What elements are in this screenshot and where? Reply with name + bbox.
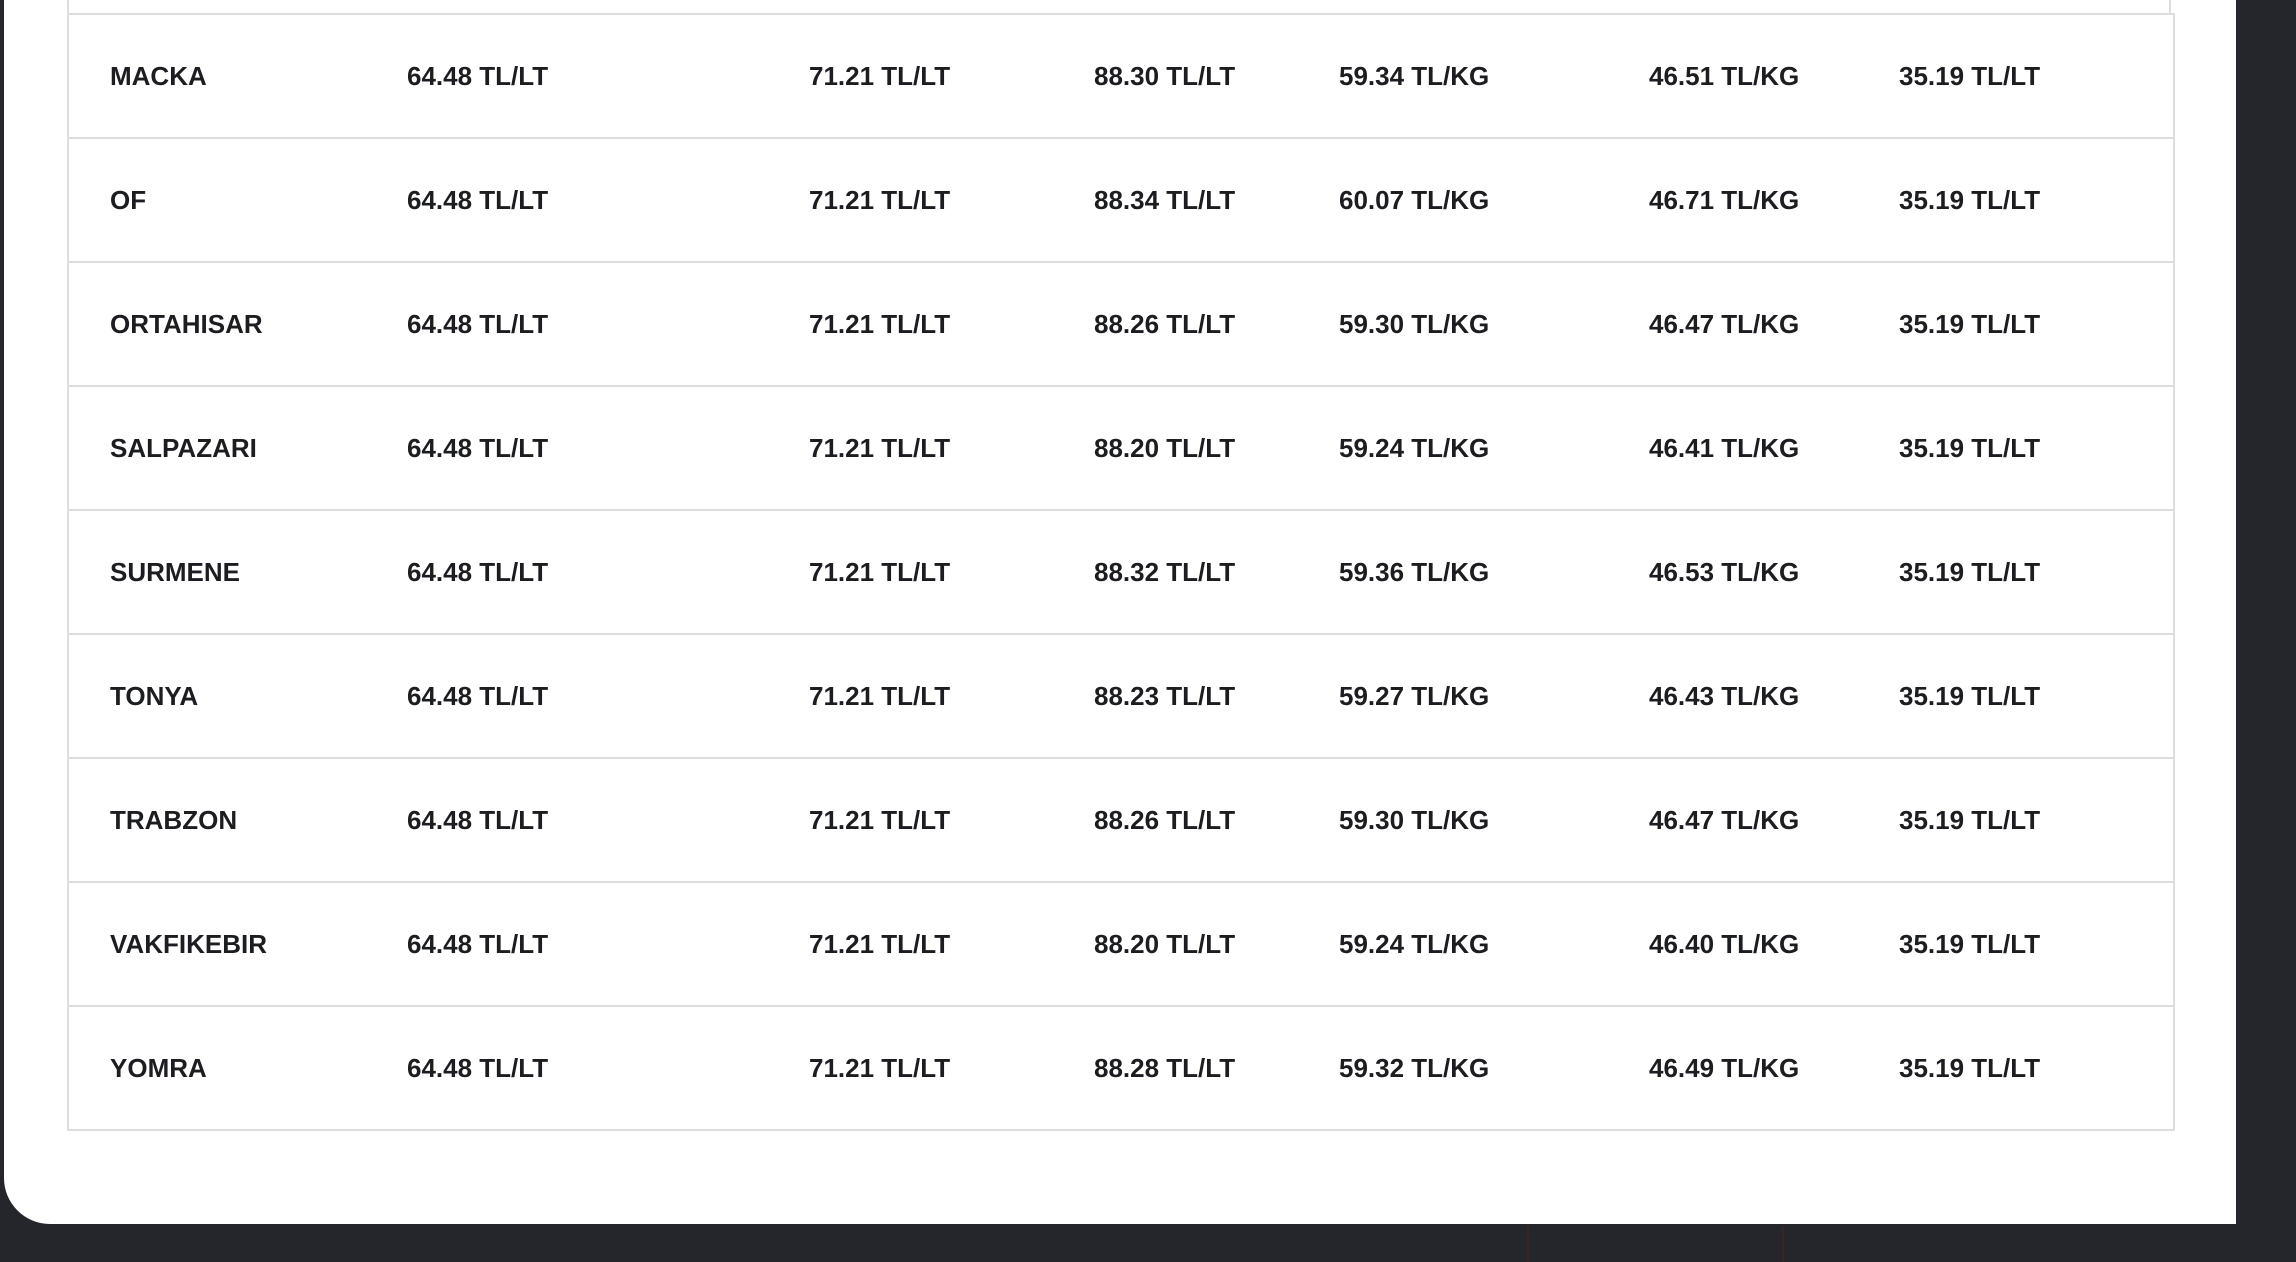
price-cell: 88.30 TL/LT [1094, 61, 1236, 91]
price-cell: 71.21 TL/LT [809, 1053, 951, 1083]
price-cell: 35.19 TL/LT [1899, 433, 2041, 463]
price-cell: 46.47 TL/KG [1649, 309, 1800, 339]
district-name-cell: YOMRA [110, 1053, 207, 1083]
price-cell: 88.28 TL/LT [1094, 1053, 1236, 1083]
price-cell: 35.19 TL/LT [1899, 557, 2041, 587]
price-cell: 71.21 TL/LT [809, 433, 951, 463]
price-cell: 59.30 TL/KG [1339, 309, 1490, 339]
background-divider [1782, 1226, 1784, 1262]
table-row: SALPAZARI 64.48 TL/LT 71.21 TL/LT 88.20 TL/… [69, 385, 2173, 509]
price-cell: 59.24 TL/KG [1339, 929, 1490, 959]
price-cell: 59.24 TL/KG [1339, 433, 1490, 463]
table-row: OF 64.48 TL/LT 71.21 TL/LT 88.34 TL/LT 60.07… [69, 137, 2173, 261]
price-cell: 71.21 TL/LT [809, 805, 951, 835]
price-cell: 88.26 TL/LT [1094, 805, 1236, 835]
price-cell: 60.07 TL/KG [1339, 185, 1490, 215]
content-card: MACKA 64.48 TL/LT 71.21 TL/LT 88.30 TL/LT 59… [4, 0, 2236, 1224]
price-cell: 71.21 TL/LT [809, 61, 951, 91]
price-cell: 46.53 TL/KG [1649, 557, 1800, 587]
price-cell: 46.71 TL/KG [1649, 185, 1800, 215]
district-name-cell: TRABZON [110, 805, 238, 835]
price-cell: 46.43 TL/KG [1649, 681, 1800, 711]
table-row: ORTAHISAR 64.48 TL/LT 71.21 TL/LT 88.26 TL/… [69, 261, 2173, 385]
table-top-edge [67, 0, 2171, 13]
table-row: TRABZON 64.48 TL/LT 71.21 TL/LT 88.26 TL/LT… [69, 757, 2173, 881]
price-cell: 35.19 TL/LT [1899, 309, 2041, 339]
price-cell: 35.19 TL/LT [1899, 929, 2041, 959]
price-cell: 46.41 TL/KG [1649, 433, 1800, 463]
price-cell: 71.21 TL/LT [809, 185, 951, 215]
price-cell: 71.21 TL/LT [809, 557, 951, 587]
district-name-cell: SURMENE [110, 557, 241, 587]
district-name-cell: TONYA [110, 681, 199, 711]
district-name-cell: MACKA [110, 61, 207, 91]
price-cell: 35.19 TL/LT [1899, 61, 2041, 91]
price-cell: 64.48 TL/LT [407, 61, 549, 91]
price-cell: 59.30 TL/KG [1339, 805, 1490, 835]
price-cell: 88.20 TL/LT [1094, 929, 1236, 959]
price-cell: 64.48 TL/LT [407, 433, 549, 463]
district-name-cell: OF [110, 185, 147, 215]
price-cell: 88.32 TL/LT [1094, 557, 1236, 587]
price-cell: 71.21 TL/LT [809, 681, 951, 711]
price-cell: 64.48 TL/LT [407, 681, 549, 711]
price-cell: 35.19 TL/LT [1899, 681, 2041, 711]
price-cell: 71.21 TL/LT [809, 309, 951, 339]
price-cell: 59.34 TL/KG [1339, 61, 1490, 91]
price-cell: 88.34 TL/LT [1094, 185, 1236, 215]
fuel-price-table: MACKA 64.48 TL/LT 71.21 TL/LT 88.30 TL/LT 59… [67, 13, 2175, 1131]
background-divider [1527, 1226, 1529, 1262]
price-cell: 46.49 TL/KG [1649, 1053, 1800, 1083]
price-cell: 64.48 TL/LT [407, 805, 549, 835]
table-row: MACKA 64.48 TL/LT 71.21 TL/LT 88.30 TL/LT 59… [69, 13, 2173, 137]
price-cell: 64.48 TL/LT [407, 309, 549, 339]
district-name-cell: VAKFIKEBIR [110, 929, 267, 959]
district-name-cell: SALPAZARI [110, 433, 257, 463]
table-row: VAKFIKEBIR 64.48 TL/LT 71.21 TL/LT 88.20 TL… [69, 881, 2173, 1005]
price-cell: 64.48 TL/LT [407, 557, 549, 587]
price-cell: 64.48 TL/LT [407, 1053, 549, 1083]
price-cell: 46.51 TL/KG [1649, 61, 1800, 91]
price-cell: 88.23 TL/LT [1094, 681, 1236, 711]
price-cell: 71.21 TL/LT [809, 929, 951, 959]
price-cell: 88.20 TL/LT [1094, 433, 1236, 463]
price-cell: 35.19 TL/LT [1899, 1053, 2041, 1083]
price-cell: 59.36 TL/KG [1339, 557, 1490, 587]
price-cell: 35.19 TL/LT [1899, 185, 2041, 215]
price-cell: 46.47 TL/KG [1649, 805, 1800, 835]
price-cell: 64.48 TL/LT [407, 929, 549, 959]
price-cell: 59.27 TL/KG [1339, 681, 1490, 711]
table-row: TONYA 64.48 TL/LT 71.21 TL/LT 88.23 TL/LT 59… [69, 633, 2173, 757]
price-cell: 46.40 TL/KG [1649, 929, 1800, 959]
table-row: SURMENE 64.48 TL/LT 71.21 TL/LT 88.32 TL/LT… [69, 509, 2173, 633]
price-cell: 59.32 TL/KG [1339, 1053, 1490, 1083]
price-cell: 64.48 TL/LT [407, 185, 549, 215]
price-cell: 88.26 TL/LT [1094, 309, 1236, 339]
district-name-cell: ORTAHISAR [110, 309, 263, 339]
table-row: YOMRA 64.48 TL/LT 71.21 TL/LT 88.28 TL/LT 59… [69, 1005, 2173, 1131]
price-cell: 35.19 TL/LT [1899, 805, 2041, 835]
